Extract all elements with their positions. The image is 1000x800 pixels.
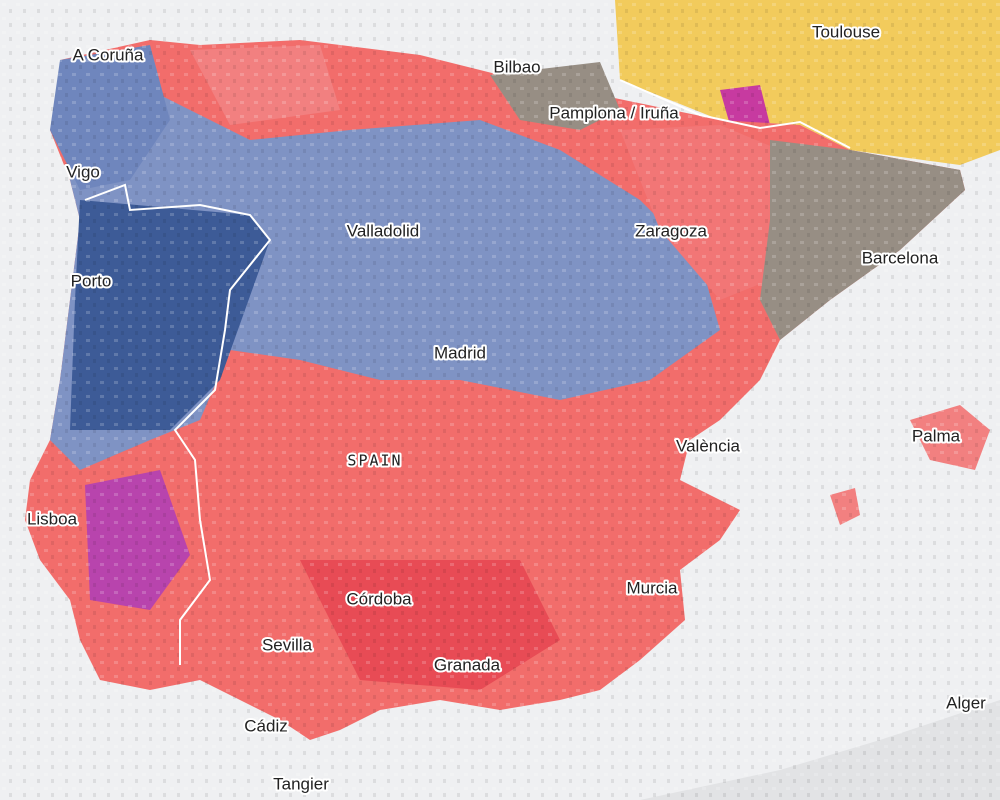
country-label: SPAIN <box>347 452 402 470</box>
city-label: Murcia <box>626 578 678 597</box>
city-label: A Coruña <box>73 45 144 64</box>
city-label: Sevilla <box>262 635 313 654</box>
city-label: Córdoba <box>346 589 412 608</box>
city-label: Granada <box>434 655 501 674</box>
labels: SPAIN A Coruña Bilbao Toulouse Pamplona / I… <box>25 20 988 795</box>
city-label: Pamplona / Iruña <box>549 103 679 122</box>
city-label: Cádiz <box>244 716 287 735</box>
city-label: Tangier <box>273 774 329 793</box>
city-label: Palma <box>912 426 961 445</box>
city-label: Porto <box>71 271 112 290</box>
city-label: València <box>676 436 740 455</box>
city-label: Lisboa <box>27 509 78 528</box>
border <box>84 183 272 665</box>
city-label: Vigo <box>66 162 100 181</box>
city-label: Madrid <box>434 343 486 362</box>
city-label: Alger <box>946 693 986 712</box>
city-label: Barcelona <box>862 248 939 267</box>
city-label: Bilbao <box>493 57 540 76</box>
city-label: Valladolid <box>347 221 419 240</box>
border <box>619 79 851 149</box>
city-label: Zaragoza <box>635 221 707 240</box>
city-label: Toulouse <box>812 22 880 41</box>
